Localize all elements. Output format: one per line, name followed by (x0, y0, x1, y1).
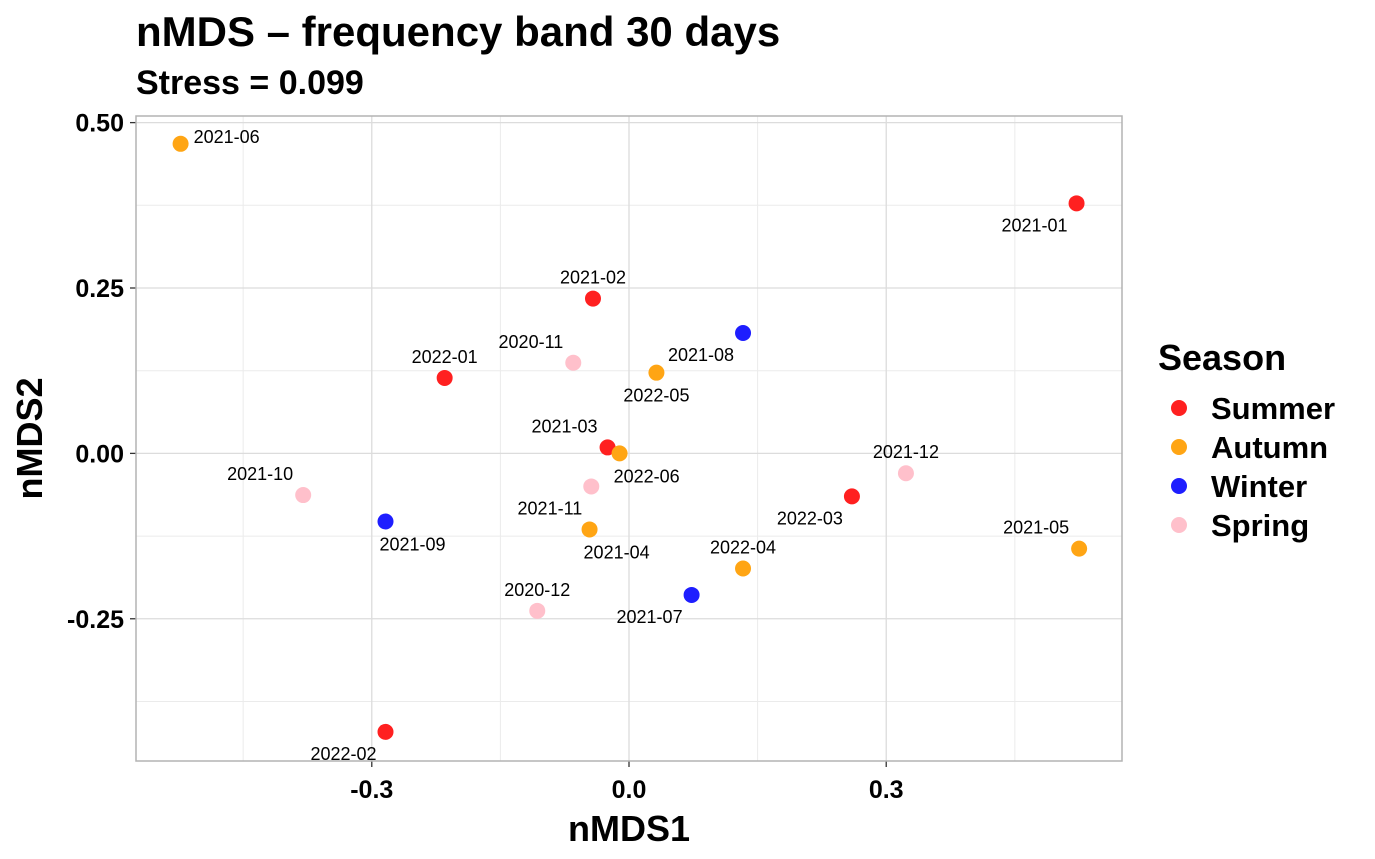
point-label: 2020-11 (499, 332, 564, 352)
point-label: 2022-05 (623, 386, 689, 406)
data-point-2021-07 (683, 586, 700, 603)
point-label: 2021-08 (668, 345, 734, 365)
data-point-2020-11 (565, 354, 582, 371)
point-label: 2021-12 (873, 442, 939, 462)
data-point-2020-12 (529, 602, 546, 619)
legend-key-spring (1171, 517, 1187, 533)
point-label: 2022-02 (310, 744, 376, 764)
data-point-2021-01 (1068, 195, 1085, 212)
point-labels: 2021-06 2021-01 2021-02 2021-08 2020-11 2022-… (194, 127, 1070, 764)
data-point-2022-01 (436, 369, 453, 386)
data-point-2021-05 (1071, 540, 1088, 557)
y-tick-label: 0.00 (75, 440, 124, 468)
legend: Season Summer Autumn Winter Spring (1158, 337, 1335, 543)
data-point-2022-02 (377, 723, 394, 740)
point-label: 2022-06 (614, 466, 680, 486)
point-label: 2021-06 (194, 127, 260, 147)
point-label: 2021-01 (1001, 215, 1067, 235)
point-label: 2020-12 (504, 580, 570, 600)
x-axis-title: nMDS1 (568, 808, 690, 849)
legend-label: Summer (1211, 391, 1335, 426)
data-point-2021-11 (583, 478, 600, 495)
legend-key-summer (1171, 400, 1187, 416)
point-label: 2021-04 (584, 542, 650, 562)
point-label: 2022-03 (777, 508, 843, 528)
legend-label: Winter (1211, 469, 1307, 504)
x-tick-label: 0.0 (612, 776, 647, 804)
y-tick-label: -0.25 (67, 606, 124, 634)
data-points (172, 135, 1088, 740)
legend-key-winter (1171, 478, 1187, 494)
data-point-2022-05 (648, 364, 665, 381)
point-label: 2021-02 (560, 268, 626, 288)
plot-panel-border (135, 115, 1123, 762)
data-point-2021-09 (377, 513, 394, 530)
data-point-2021-02 (584, 290, 601, 307)
x-tick-label: 0.3 (869, 776, 904, 804)
point-label: 2021-03 (532, 416, 598, 436)
point-label: 2021-05 (1003, 518, 1069, 538)
data-point-2021-10 (295, 487, 312, 504)
point-label: 2022-04 (710, 537, 776, 557)
data-point-2021-03 (599, 439, 616, 456)
grid-layer (136, 116, 1122, 761)
data-point-2022-04 (735, 560, 752, 577)
data-point-2022-03 (843, 488, 860, 505)
chart-subtitle: Stress = 0.099 (136, 64, 364, 102)
legend-label: Autumn (1211, 430, 1328, 465)
data-point-2021-06 (172, 135, 189, 152)
data-point-2021-04 (581, 521, 598, 538)
y-tick-label: 0.50 (75, 110, 124, 138)
y-axis-title: nMDS2 (9, 377, 50, 499)
tick-labels: -0.3 0.0 0.3 0.50 0.25 0.00 -0.25 (67, 110, 904, 804)
y-tick-label: 0.25 (75, 275, 124, 303)
point-label: 2022-01 (412, 347, 478, 367)
data-point-2022-06 (611, 445, 628, 462)
data-point-2021-12 (897, 465, 914, 482)
point-label: 2021-07 (617, 607, 683, 627)
legend-title: Season (1158, 337, 1286, 378)
point-label: 2021-09 (380, 535, 446, 555)
chart-title: nMDS – frequency band 30 days (136, 8, 781, 55)
legend-label: Spring (1211, 508, 1309, 543)
data-point-2021-08 (735, 324, 752, 341)
legend-key-autumn (1171, 439, 1187, 455)
x-tick-label: -0.3 (350, 776, 393, 804)
point-label: 2021-10 (227, 464, 293, 484)
point-label: 2021-11 (518, 498, 583, 518)
